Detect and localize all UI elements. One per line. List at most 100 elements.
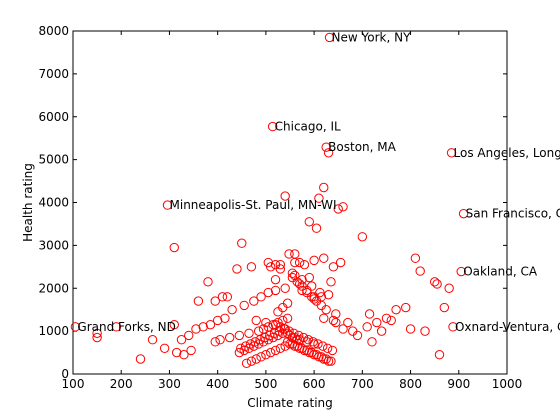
data-point <box>92 332 102 343</box>
x-tick-label: 400 <box>206 377 229 391</box>
data-point <box>135 354 146 364</box>
data-point <box>314 352 324 362</box>
y-tick-label: 4000 <box>38 196 69 210</box>
data-point <box>162 200 173 210</box>
data-point <box>327 345 338 356</box>
x-tick-labels: 100 200 300 400 500 600 700 800 900 1000 <box>62 377 523 391</box>
data-point <box>280 283 290 293</box>
data-point <box>275 343 286 353</box>
data-point <box>446 148 457 158</box>
data-point <box>458 208 469 219</box>
data-point <box>299 259 310 270</box>
data-point <box>205 319 216 330</box>
data-point <box>316 292 327 302</box>
point-annotation: San Francisco, C <box>466 207 560 221</box>
data-point <box>225 332 235 343</box>
data-point <box>444 283 454 293</box>
data-point <box>266 347 276 358</box>
data-point <box>405 324 416 334</box>
y-tick-label: 7000 <box>38 67 69 81</box>
data-point <box>386 315 396 326</box>
data-point <box>251 315 261 326</box>
data-points <box>70 32 469 368</box>
data-point <box>319 253 329 263</box>
data-point <box>111 322 122 332</box>
data-point <box>169 319 179 330</box>
data-point <box>302 287 312 298</box>
data-point <box>304 347 314 358</box>
data-point <box>265 330 275 341</box>
point-annotation: New York, NY <box>332 30 412 44</box>
point-annotation: Grand Forks, ND <box>77 320 175 334</box>
data-point <box>193 296 204 306</box>
point-annotation: Minneapolis-St. Paul, MN-WI <box>170 198 337 212</box>
data-point <box>293 330 304 341</box>
data-point <box>270 285 281 296</box>
data-point <box>147 335 158 345</box>
data-point <box>338 324 348 334</box>
data-point <box>232 264 242 274</box>
data-point <box>376 326 387 336</box>
data-point <box>244 328 254 338</box>
data-point <box>415 266 425 276</box>
x-tick-label: 1000 <box>492 377 523 391</box>
data-point <box>179 350 189 360</box>
data-point <box>309 292 319 302</box>
data-point <box>316 352 327 362</box>
data-point <box>307 347 317 358</box>
data-point <box>270 345 281 356</box>
data-point <box>321 142 331 152</box>
data-point <box>303 335 314 345</box>
data-point <box>381 313 392 323</box>
data-point <box>269 328 280 338</box>
data-point <box>250 337 260 347</box>
data-point <box>410 253 421 263</box>
data-point <box>314 193 324 203</box>
data-point <box>289 328 299 338</box>
data-point <box>287 272 298 283</box>
data-point <box>297 285 307 296</box>
data-point <box>239 300 249 311</box>
data-point <box>290 249 300 259</box>
data-point <box>290 270 300 281</box>
data-point <box>304 272 314 283</box>
data-point <box>284 326 294 336</box>
y-tick-label: 2000 <box>38 281 69 295</box>
data-point <box>284 249 294 259</box>
point-annotation: Boston, MA <box>328 140 396 154</box>
data-point <box>198 322 208 332</box>
data-point <box>294 279 305 289</box>
data-point <box>448 322 458 332</box>
data-point <box>338 202 348 212</box>
data-point <box>311 350 322 360</box>
data-point <box>326 277 336 287</box>
data-point <box>227 304 237 315</box>
data-point <box>432 279 442 289</box>
x-tick-label: 800 <box>399 377 422 391</box>
data-point <box>263 287 273 298</box>
data-point <box>319 354 329 364</box>
data-point <box>321 354 331 364</box>
data-point <box>401 302 411 313</box>
data-point <box>439 302 450 313</box>
point-annotation: Oakland, CA <box>463 265 538 279</box>
data-point <box>364 309 375 319</box>
data-point <box>352 330 363 341</box>
data-point <box>311 223 322 233</box>
data-point <box>255 335 265 345</box>
data-point <box>246 262 257 272</box>
data-point <box>309 350 319 360</box>
data-point <box>328 262 339 272</box>
data-point <box>323 356 334 366</box>
data-point <box>275 259 286 270</box>
data-point <box>324 32 335 43</box>
data-point <box>261 350 271 360</box>
data-point <box>159 343 170 353</box>
data-point <box>298 332 309 343</box>
data-point <box>308 337 318 347</box>
data-point <box>299 345 310 356</box>
data-point <box>184 330 194 341</box>
data-point <box>210 337 220 347</box>
data-point <box>331 317 341 328</box>
y-tick-label: 1000 <box>38 324 69 338</box>
